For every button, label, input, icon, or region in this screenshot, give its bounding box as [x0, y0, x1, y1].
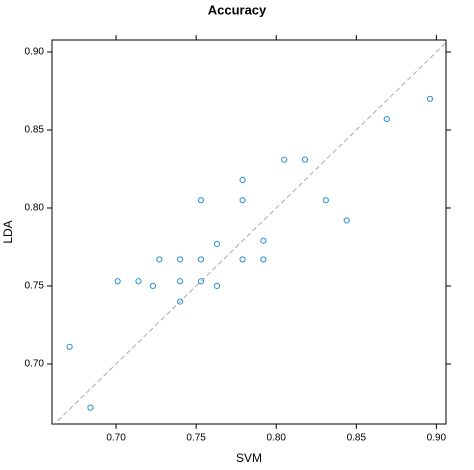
y-tick-label: 0.85: [25, 125, 45, 136]
point: [281, 156, 288, 163]
y-axis-label: LDA: [1, 220, 15, 243]
point: [239, 256, 246, 263]
point: [239, 176, 246, 184]
plot-frame: [51, 39, 447, 425]
point: [87, 404, 94, 411]
point: [426, 95, 434, 102]
point: [149, 282, 157, 290]
point: [239, 197, 246, 204]
point: [213, 240, 221, 247]
point: [383, 115, 390, 123]
point: [260, 237, 267, 244]
x-tick-label: 0.90: [427, 433, 447, 444]
x-tick-label: 0.70: [106, 433, 126, 444]
y-tick-label: 0.90: [25, 47, 45, 58]
point: [197, 278, 205, 285]
point: [114, 278, 121, 285]
y-tick-label: 0.75: [25, 281, 45, 292]
point: [177, 256, 184, 263]
point: [156, 256, 163, 263]
point: [301, 156, 309, 163]
point: [177, 298, 184, 305]
point: [343, 217, 350, 224]
x-tick-label: 0.80: [266, 433, 286, 444]
point: [213, 282, 221, 290]
point: [135, 278, 142, 285]
x-axis-label: SVM: [236, 451, 262, 465]
point: [260, 256, 267, 263]
point: [197, 256, 205, 263]
reference-line: [53, 41, 446, 424]
point: [322, 197, 329, 204]
x-tick-label: 0.85: [347, 433, 367, 444]
x-tick-label: 0.75: [186, 433, 206, 444]
point: [177, 278, 184, 285]
point: [66, 343, 73, 350]
point: [197, 197, 205, 204]
chart-title: Accuracy: [208, 2, 267, 17]
y-tick-label: 0.70: [25, 359, 45, 370]
y-tick-label: 0.80: [25, 203, 45, 214]
